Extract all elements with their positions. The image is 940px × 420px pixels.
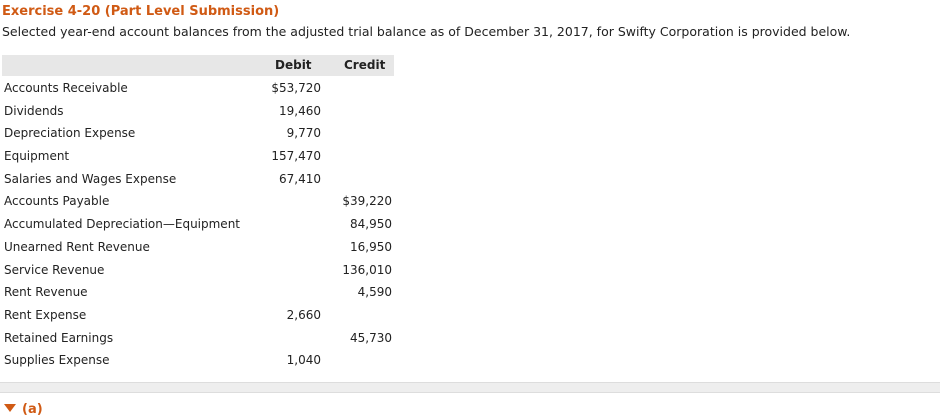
table-row: Accumulated Depreciation—Equipment 84,95… [2, 213, 394, 236]
table-row: Rent Expense 2,660 [2, 304, 394, 327]
debit-amount: 2,660 [286, 307, 321, 322]
exercise-title: Exercise 4-20 (Part Level Submission) [2, 4, 280, 19]
table-row: Depreciation Expense 9,770 [2, 122, 394, 145]
account-name: Supplies Expense [4, 353, 110, 368]
table-row: Equipment 157,470 [2, 145, 394, 168]
credit-amount: 84,950 [350, 217, 392, 232]
table-row: Rent Revenue 4,590 [2, 281, 394, 304]
table-row: Supplies Expense 1,040 [2, 349, 394, 372]
account-name: Equipment [4, 149, 70, 164]
credit-amount: 45,730 [350, 330, 392, 345]
account-name: Service Revenue [4, 262, 105, 277]
debit-amount: $53,720 [271, 81, 321, 95]
caret-down-icon [4, 404, 16, 412]
section-divider [0, 382, 940, 393]
account-name: Rent Revenue [4, 285, 88, 300]
credit-amount: 16,950 [350, 239, 392, 254]
debit-amount: 19,460 [279, 103, 321, 118]
credit-amount: 4,590 [357, 285, 392, 300]
debit-amount: 67,410 [279, 171, 321, 186]
account-name: Accounts Payable [4, 194, 110, 209]
debit-amount: 157,470 [271, 149, 321, 164]
account-name: Rent Expense [4, 307, 87, 322]
table-row: Unearned Rent Revenue 16,950 [2, 236, 394, 259]
table-row: Dividends 19,460 [2, 100, 394, 123]
credit-amount: $39,220 [342, 194, 392, 209]
exercise-instructions: Selected year-end account balances from … [2, 24, 851, 39]
credit-amount: 136,010 [342, 262, 392, 277]
account-name: Retained Earnings [4, 330, 114, 345]
table-row: Accounts Receivable $53,720 [2, 77, 394, 100]
trial-balance-table: Accounts Receivable $53,720 Dividends 19… [2, 77, 394, 372]
part-a-label: (a) [22, 402, 43, 417]
table-row: Salaries and Wages Expense 67,410 [2, 168, 394, 191]
debit-column-header: Debit [275, 58, 312, 72]
debit-amount: 1,040 [286, 353, 321, 368]
credit-column-header: Credit [344, 58, 386, 72]
debit-amount: 9,770 [286, 126, 321, 141]
account-name: Dividends [4, 103, 64, 118]
part-a-toggle[interactable]: (a) [4, 402, 43, 417]
table-row: Accounts Payable $39,220 [2, 190, 394, 213]
account-name: Unearned Rent Revenue [4, 239, 150, 254]
table-row: Retained Earnings 45,730 [2, 327, 394, 350]
account-name: Accounts Receivable [4, 81, 128, 95]
account-name: Depreciation Expense [4, 126, 136, 141]
account-name: Accumulated Depreciation—Equipment [4, 217, 241, 232]
table-row: Service Revenue 136,010 [2, 259, 394, 282]
trial-balance-header: Debit Credit [2, 55, 394, 76]
account-name: Salaries and Wages Expense [4, 171, 177, 186]
